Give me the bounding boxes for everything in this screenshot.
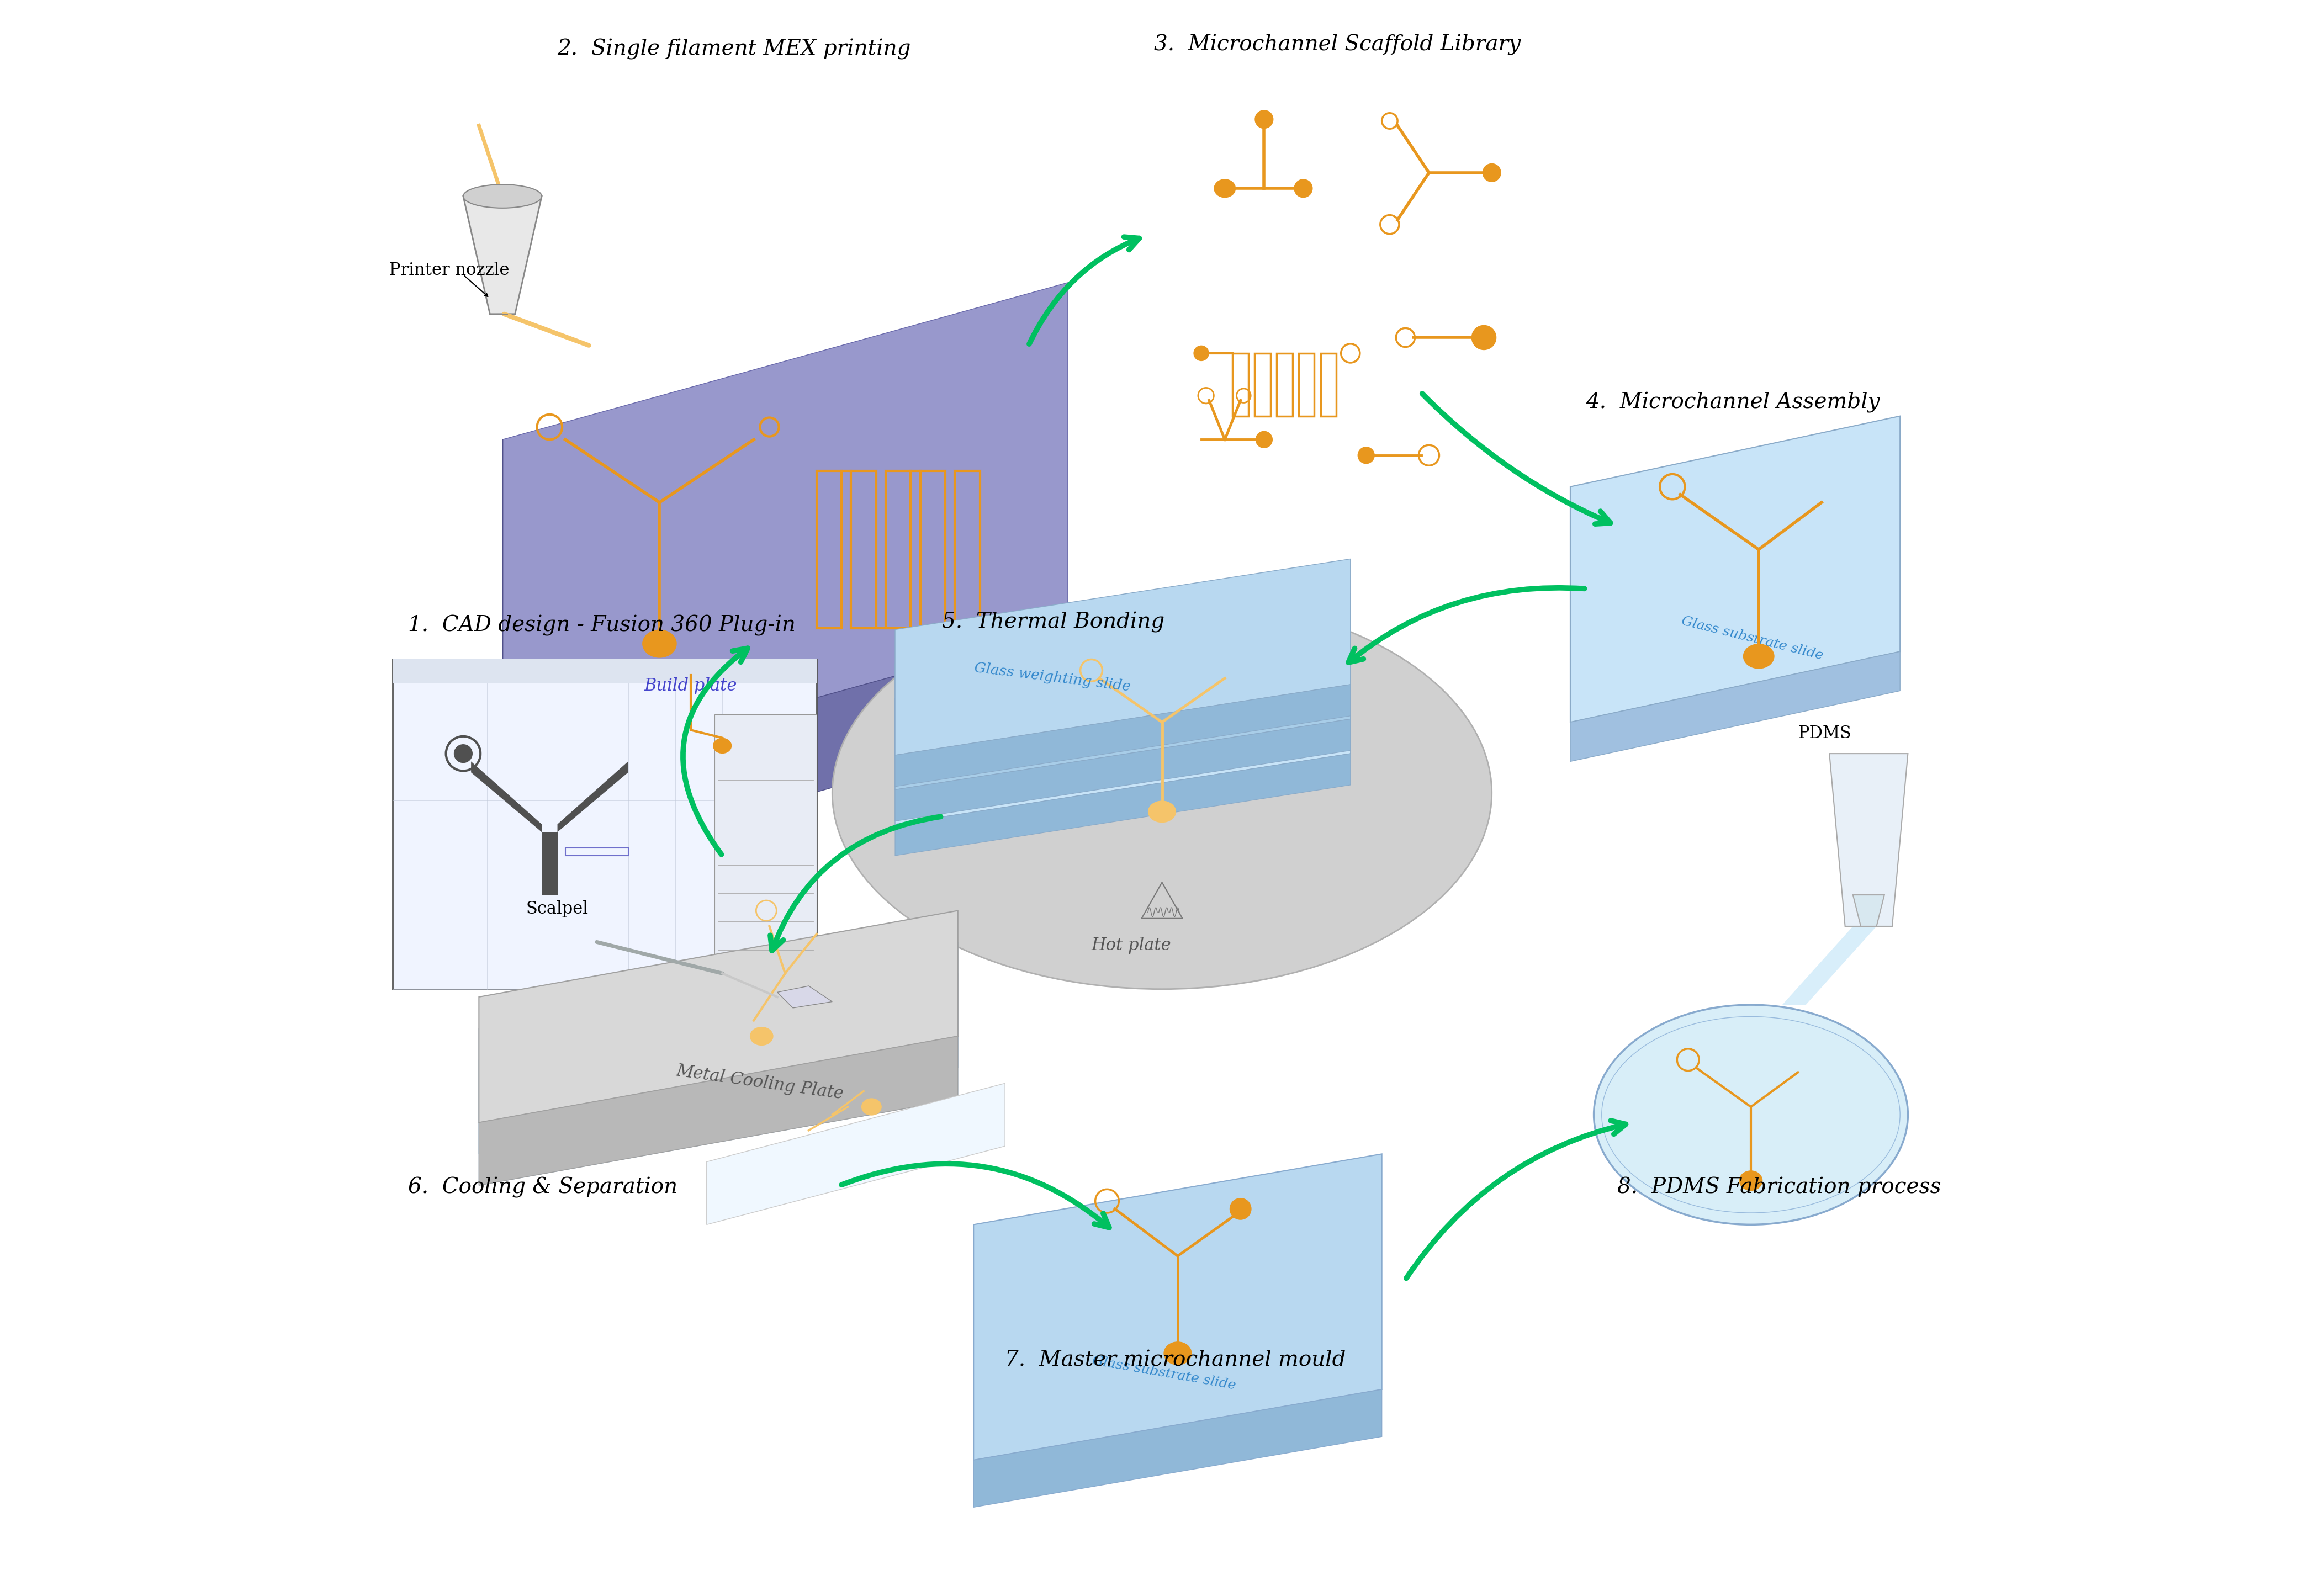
Ellipse shape: [751, 1027, 774, 1046]
Bar: [393, 659, 816, 683]
Polygon shape: [541, 832, 558, 895]
Bar: [920, 471, 946, 628]
Ellipse shape: [862, 1099, 881, 1115]
Text: Glass weighting slide: Glass weighting slide: [974, 661, 1132, 694]
Bar: [1320, 353, 1336, 416]
Text: PDMS: PDMS: [1799, 725, 1852, 741]
Text: Glass substrate slide: Glass substrate slide: [1092, 1355, 1236, 1393]
Text: 6.  Cooling & Separation: 6. Cooling & Separation: [409, 1178, 679, 1198]
Polygon shape: [895, 559, 1350, 755]
Ellipse shape: [453, 744, 472, 763]
Ellipse shape: [1357, 446, 1376, 465]
Ellipse shape: [641, 630, 676, 658]
Text: 4.  Microchannel Assembly: 4. Microchannel Assembly: [1585, 392, 1880, 413]
Polygon shape: [1571, 416, 1901, 722]
Polygon shape: [479, 1036, 957, 1185]
Polygon shape: [479, 911, 957, 1123]
Polygon shape: [895, 685, 1350, 787]
Bar: [393, 659, 816, 989]
Bar: [1299, 353, 1315, 416]
Polygon shape: [974, 1389, 1383, 1507]
Ellipse shape: [1195, 345, 1208, 361]
Ellipse shape: [1294, 179, 1313, 198]
Bar: [816, 471, 841, 628]
Ellipse shape: [1594, 1005, 1908, 1225]
Ellipse shape: [1471, 325, 1497, 350]
Ellipse shape: [1743, 644, 1776, 669]
Ellipse shape: [1255, 432, 1274, 449]
Text: Build plate: Build plate: [644, 678, 737, 694]
Polygon shape: [502, 283, 1067, 785]
Text: Hot plate: Hot plate: [1092, 937, 1171, 953]
Polygon shape: [479, 942, 957, 1154]
Ellipse shape: [1213, 179, 1236, 198]
Polygon shape: [502, 628, 1067, 879]
Text: 3.  Microchannel Scaffold Library: 3. Microchannel Scaffold Library: [1155, 35, 1520, 55]
Bar: [851, 471, 876, 628]
Text: Printer nozzle: Printer nozzle: [390, 262, 509, 278]
Polygon shape: [895, 754, 1350, 856]
Polygon shape: [479, 973, 957, 1185]
Polygon shape: [462, 196, 541, 314]
Polygon shape: [558, 761, 627, 832]
Ellipse shape: [713, 738, 732, 754]
Polygon shape: [1852, 895, 1885, 926]
Text: Metal Cooling Plate: Metal Cooling Plate: [676, 1063, 846, 1102]
Bar: [1276, 353, 1292, 416]
Polygon shape: [895, 593, 1350, 790]
Ellipse shape: [462, 185, 541, 207]
Polygon shape: [974, 1154, 1383, 1460]
Text: Scalpel: Scalpel: [525, 901, 588, 917]
Text: 5.  Thermal Bonding: 5. Thermal Bonding: [941, 612, 1164, 633]
Polygon shape: [895, 719, 1350, 821]
Polygon shape: [1829, 754, 1908, 926]
Ellipse shape: [1483, 163, 1501, 182]
Polygon shape: [895, 628, 1350, 824]
Bar: [1232, 353, 1248, 416]
Text: 1.  CAD design - Fusion 360 Plug-in: 1. CAD design - Fusion 360 Plug-in: [409, 615, 795, 636]
Text: 7.  Master microchannel mould: 7. Master microchannel mould: [1004, 1350, 1346, 1371]
Bar: [955, 471, 981, 628]
Ellipse shape: [1164, 1341, 1192, 1364]
Ellipse shape: [1738, 1171, 1762, 1190]
Bar: [713, 714, 816, 966]
Ellipse shape: [1229, 1198, 1253, 1220]
Polygon shape: [1571, 652, 1901, 761]
Bar: [1255, 353, 1271, 416]
Text: Glass substrate slide: Glass substrate slide: [1680, 614, 1824, 663]
Bar: [885, 471, 911, 628]
Polygon shape: [706, 1083, 1004, 1225]
Polygon shape: [472, 761, 541, 832]
Ellipse shape: [1255, 110, 1274, 129]
Ellipse shape: [1148, 801, 1176, 823]
Text: 2.  Single filament MEX printing: 2. Single filament MEX printing: [558, 39, 911, 60]
Polygon shape: [1783, 926, 1875, 1005]
Polygon shape: [776, 986, 832, 1008]
Ellipse shape: [832, 597, 1492, 989]
Text: 8.  PDMS Fabrication process: 8. PDMS Fabrication process: [1618, 1178, 1941, 1198]
